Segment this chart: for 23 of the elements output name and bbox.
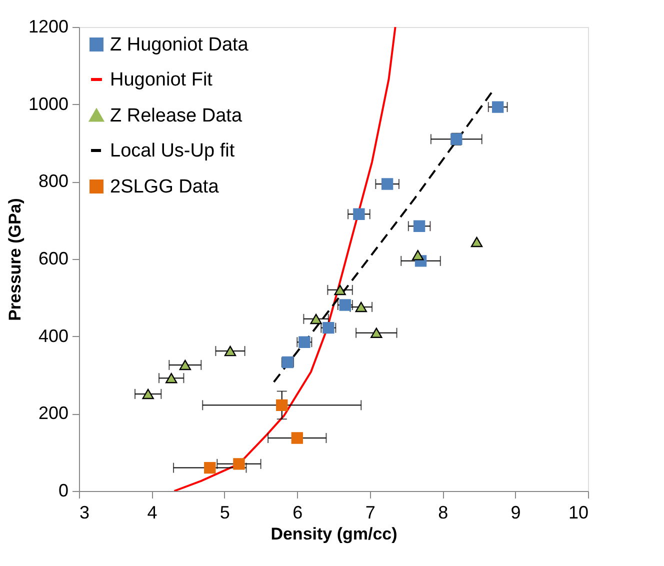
y-tick-label: 200 [38,403,68,424]
x-tick-label: 10 [568,502,588,522]
x-tick-label: 4 [147,502,158,522]
line-series [272,90,494,383]
y-tick-label: 1200 [28,16,68,36]
y-tick-label: 800 [38,171,68,192]
y-tick-label: 600 [38,248,68,268]
y-tick-label: 0 [58,480,68,500]
legend-label: Z Release Data [110,106,242,126]
legend-label: Hugoniot Fit [110,70,214,90]
x-tick-label: 8 [438,502,448,522]
legend-label: Local Us-Up fit [110,140,236,162]
x-tick-label: 6 [292,502,303,522]
x-tick-label: 9 [510,502,521,522]
legend-label: 2SLGG Data [110,176,220,198]
x-tick-label: 7 [365,502,376,522]
x-tick-label: 3 [80,502,90,522]
x-tick-label: 5 [220,502,230,522]
y-axis-title: Pressure (GPa) [5,198,24,321]
x-axis-title: Density (gm/cc) [270,524,398,544]
y-tick-label: 400 [38,326,68,346]
y-tick-label: 1000 [28,94,68,114]
legend-label: Z Hugoniot Data [110,34,249,56]
